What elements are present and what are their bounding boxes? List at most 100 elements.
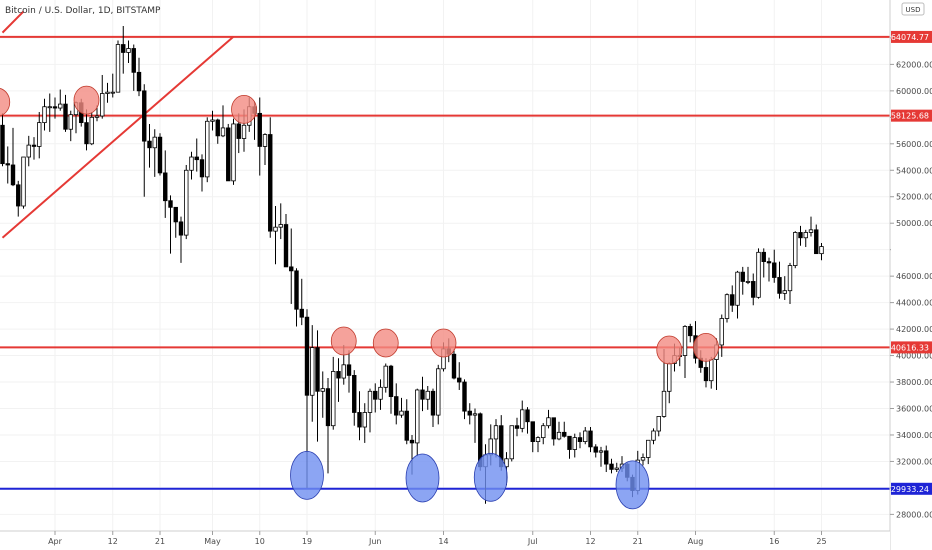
candle[interactable] — [583, 427, 588, 445]
candle[interactable] — [472, 408, 478, 443]
candle[interactable] — [462, 379, 467, 420]
candle[interactable] — [493, 419, 499, 458]
candle[interactable] — [383, 363, 388, 393]
candle[interactable] — [425, 386, 430, 410]
candle[interactable] — [163, 150, 168, 218]
candle[interactable] — [331, 356, 336, 430]
candle[interactable] — [157, 133, 163, 176]
candle[interactable] — [89, 112, 94, 146]
resistance-touch-marker[interactable] — [73, 85, 100, 115]
resistance-touch-marker[interactable] — [330, 326, 357, 356]
candle[interactable] — [777, 261, 782, 299]
time-axis-panel[interactable] — [0, 531, 890, 550]
candle[interactable] — [315, 330, 320, 442]
candle[interactable] — [509, 425, 514, 462]
candle[interactable] — [656, 416, 661, 437]
candle[interactable] — [404, 399, 409, 445]
resistance-touch-marker[interactable] — [0, 88, 11, 117]
candle[interactable] — [5, 146, 10, 184]
candle[interactable] — [556, 421, 562, 441]
candle[interactable] — [168, 195, 173, 254]
candle[interactable] — [373, 383, 378, 413]
support-touch-marker[interactable] — [290, 450, 324, 500]
candle[interactable] — [268, 117, 273, 238]
candle[interactable] — [514, 417, 520, 437]
candle[interactable] — [31, 137, 37, 160]
resistance-price-tag[interactable]: 40616.33 — [891, 341, 932, 354]
currency-badge[interactable]: USD — [901, 2, 925, 16]
candle[interactable] — [808, 216, 814, 237]
candle[interactable] — [457, 362, 462, 390]
candle[interactable] — [436, 364, 441, 425]
candle[interactable] — [761, 248, 766, 278]
candle[interactable] — [772, 249, 777, 283]
resistance-touch-marker[interactable] — [430, 328, 457, 358]
candle[interactable] — [84, 109, 89, 151]
resistance-price-tag[interactable]: 64074.77 — [891, 30, 932, 43]
candle[interactable] — [189, 151, 194, 180]
candle[interactable] — [210, 110, 215, 131]
candle[interactable] — [572, 433, 577, 458]
candle[interactable] — [42, 98, 47, 131]
candle[interactable] — [562, 421, 567, 438]
candle[interactable] — [184, 164, 189, 240]
candle[interactable] — [278, 203, 283, 240]
partial-trendline[interactable] — [1, 10, 25, 34]
resistance-touch-marker[interactable] — [693, 332, 719, 362]
candle[interactable] — [294, 268, 299, 327]
candle[interactable] — [388, 364, 394, 414]
candle[interactable] — [136, 57, 142, 97]
candle[interactable] — [724, 293, 730, 323]
candle[interactable] — [47, 93, 52, 132]
candle[interactable] — [577, 432, 583, 449]
candle[interactable] — [205, 117, 210, 183]
candle[interactable] — [798, 225, 803, 246]
candle[interactable] — [703, 358, 709, 388]
candle[interactable] — [394, 383, 399, 425]
candle[interactable] — [199, 154, 205, 192]
candle[interactable] — [0, 113, 5, 167]
candle[interactable] — [420, 376, 425, 412]
candle[interactable] — [289, 228, 294, 304]
resistance-touch-marker[interactable] — [656, 335, 683, 365]
candle[interactable] — [231, 118, 236, 185]
candle[interactable] — [346, 350, 352, 393]
candle[interactable] — [682, 325, 688, 379]
candle[interactable] — [814, 224, 819, 255]
candle[interactable] — [640, 453, 646, 466]
candle[interactable] — [787, 262, 793, 304]
candle[interactable] — [299, 278, 304, 326]
candle[interactable] — [152, 129, 157, 177]
candle[interactable] — [367, 388, 373, 433]
candle[interactable] — [593, 444, 598, 458]
candle[interactable] — [226, 123, 231, 182]
candle[interactable] — [541, 423, 546, 445]
candle[interactable] — [378, 379, 383, 410]
candle[interactable] — [115, 40, 121, 93]
candle[interactable] — [766, 257, 772, 282]
candle[interactable] — [121, 26, 126, 74]
candle[interactable] — [178, 216, 184, 263]
support-touch-marker[interactable] — [615, 460, 650, 510]
candle[interactable] — [325, 378, 331, 474]
candle[interactable] — [551, 417, 556, 446]
rising-trendline[interactable] — [1, 35, 235, 239]
candle[interactable] — [735, 270, 740, 319]
candle[interactable] — [310, 325, 315, 422]
candle[interactable] — [21, 156, 26, 209]
resistance-price-tag[interactable]: 58125.68 — [891, 109, 932, 122]
candle[interactable] — [646, 439, 651, 465]
candle[interactable] — [740, 266, 745, 295]
candle[interactable] — [745, 266, 751, 285]
candle[interactable] — [520, 400, 525, 433]
candle[interactable] — [451, 348, 457, 380]
candle[interactable] — [415, 388, 420, 457]
candle[interactable] — [58, 89, 63, 111]
support-price-tag[interactable]: 29933.24 — [891, 482, 932, 495]
candle[interactable] — [546, 409, 551, 429]
resistance-touch-marker[interactable] — [231, 94, 257, 124]
candle[interactable] — [535, 436, 541, 453]
candle[interactable] — [793, 231, 798, 269]
candle[interactable] — [26, 135, 31, 167]
candle[interactable] — [220, 105, 226, 138]
